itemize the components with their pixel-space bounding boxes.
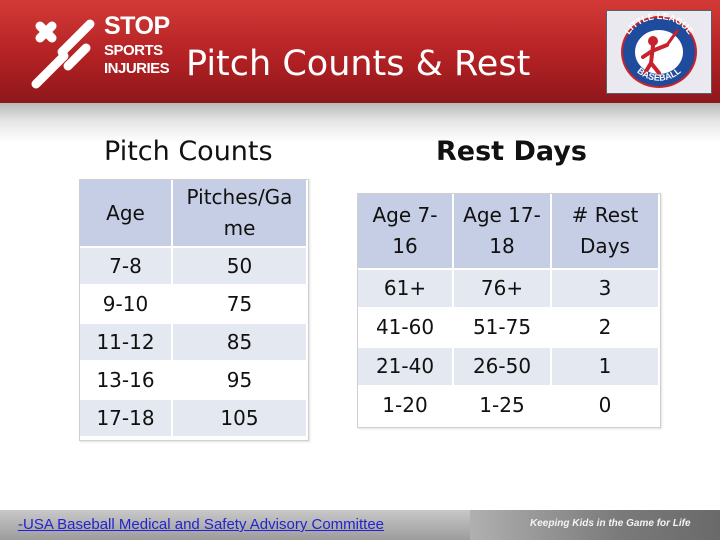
table-row: 1-20 1-25 0 — [358, 387, 660, 426]
age-7-16-cell: 41-60 — [358, 309, 454, 348]
slide-title: Pitch Counts & Rest — [186, 44, 531, 84]
age-17-18-cell: 51-75 — [454, 309, 552, 348]
table-row: 41-60 51-75 2 — [358, 309, 660, 348]
age-17-18-cell: 76+ — [454, 270, 552, 309]
age-17-18-cell: 1-25 — [454, 387, 552, 426]
pitches-cell: 75 — [173, 286, 308, 324]
footer-tagline: Keeping Kids in the Game for Life — [530, 518, 691, 529]
table-row: 13-16 95 — [80, 362, 308, 400]
age-7-16-cell: 21-40 — [358, 348, 454, 387]
rest-days-cell: 3 — [552, 270, 660, 309]
table-row: 21-40 26-50 1 — [358, 348, 660, 387]
age-cell: 9-10 — [80, 286, 173, 324]
age-7-16-cell: 1-20 — [358, 387, 454, 426]
rest-days-table-frame — [357, 193, 661, 428]
age-7-16-cell: 61+ — [358, 270, 454, 309]
column-header-age-7-16: Age 7- 16 — [358, 194, 454, 270]
little-league-logo-icon: LITTLE LEAGUE BASEBALL — [621, 11, 697, 88]
rest-days-cell: 0 — [552, 387, 660, 426]
header-banner — [0, 0, 720, 103]
pitches-cell: 50 — [173, 248, 308, 286]
column-header-rest-days: # Rest Days — [552, 194, 660, 270]
table-row: 61+ 76+ 3 — [358, 270, 660, 309]
table-row: 7-8 50 — [80, 248, 308, 286]
table-header-row: Age 7- 16 Age 17- 18 # Rest Days — [358, 194, 660, 270]
logo-line-sports: SPORTS — [104, 42, 163, 59]
age-cell: 17-18 — [80, 400, 173, 438]
logo-line-stop: STOP — [104, 12, 170, 40]
rest-days-cell: 1 — [552, 348, 660, 387]
rest-days-cell: 2 — [552, 309, 660, 348]
little-league-logo-badge: LITTLE LEAGUE BASEBALL — [606, 10, 712, 94]
age-17-18-cell: 26-50 — [454, 348, 552, 387]
header-shadow — [0, 103, 720, 143]
pitches-cell: 95 — [173, 362, 308, 400]
column-header-age: Age — [80, 180, 173, 248]
rest-days-title: Rest Days — [436, 136, 587, 167]
rest-days-table: Age 7- 16 Age 17- 18 # Rest Days 61+ 76+… — [358, 194, 660, 426]
logo-line-injuries: INJURIES — [104, 60, 170, 77]
table-row: 17-18 105 — [80, 400, 308, 438]
pitch-counts-title: Pitch Counts — [104, 136, 273, 167]
pitches-cell: 85 — [173, 324, 308, 362]
stop-sports-injuries-logo-icon — [31, 19, 95, 89]
age-cell: 11-12 — [80, 324, 173, 362]
column-header-pitches-per-game: Pitches/Ga me — [173, 180, 308, 248]
age-cell: 7-8 — [80, 248, 173, 286]
citation-link[interactable]: -USA Baseball Medical and Safety Advisor… — [18, 516, 384, 533]
footer-bar-accent — [470, 510, 720, 540]
table-row: 9-10 75 — [80, 286, 308, 324]
pitch-counts-table-frame — [79, 179, 309, 441]
table-header-row: Age Pitches/Ga me — [80, 180, 308, 248]
pitches-cell: 105 — [173, 400, 308, 438]
age-cell: 13-16 — [80, 362, 173, 400]
column-header-age-17-18: Age 17- 18 — [454, 194, 552, 270]
pitch-counts-table: Age Pitches/Ga me 7-8 50 9-10 75 11-12 8… — [80, 180, 308, 438]
table-row: 11-12 85 — [80, 324, 308, 362]
